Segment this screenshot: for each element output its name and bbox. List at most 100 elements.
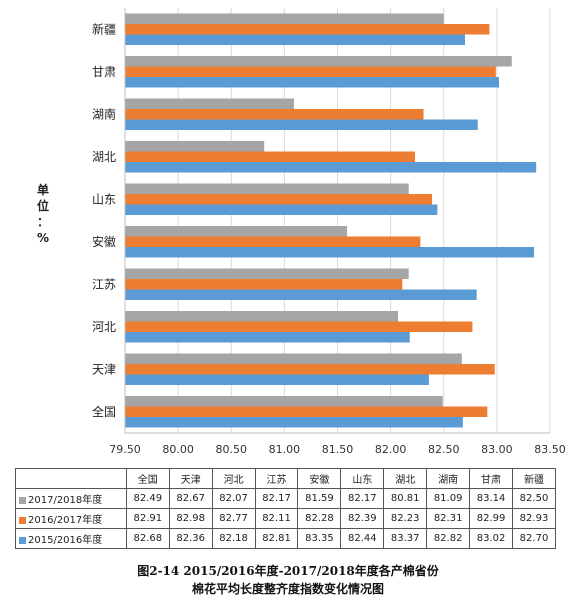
bar	[125, 194, 433, 205]
x-tick-label: 82.00	[375, 443, 407, 456]
legend-key-2017-2018	[19, 496, 26, 504]
table-cell: 82.31	[426, 508, 471, 529]
bar	[125, 34, 465, 45]
category-label: 安徽	[92, 234, 116, 249]
category-label: 山东	[92, 192, 116, 206]
table-cell: 82.91	[125, 508, 170, 529]
x-tick-label: 80.00	[162, 443, 194, 456]
bar	[125, 204, 438, 215]
table-cell: 83.37	[383, 528, 428, 549]
table-cell: 82.49	[125, 488, 170, 509]
caption-line-2: 棉花平均长度整齐度指数变化情况图	[191, 582, 384, 596]
table-cell: 82.70	[512, 528, 556, 549]
bar	[125, 311, 399, 322]
category-label: 甘肃	[92, 65, 116, 79]
x-tick-label: 82.50	[428, 443, 460, 456]
bar	[125, 406, 488, 417]
table-cell: 82.68	[125, 528, 170, 549]
table-cell: 83.02	[469, 528, 513, 549]
bar	[125, 119, 478, 130]
x-tick-label: 79.50	[109, 443, 141, 456]
bar	[125, 396, 443, 407]
legend-key-2016-2017	[19, 516, 26, 524]
table-cell: 82.17	[340, 488, 385, 509]
table-column-header: 湖北	[383, 468, 428, 489]
bar	[125, 141, 265, 152]
table-cell: 82.23	[383, 508, 428, 529]
table-cell: 82.07	[211, 488, 256, 509]
x-tick-label: 81.50	[322, 443, 354, 456]
bar	[125, 56, 512, 67]
table-cell: 80.81	[383, 488, 428, 509]
y-axis-label-char: 单	[36, 183, 49, 197]
category-label: 全国	[92, 404, 116, 419]
category-label: 湖北	[92, 149, 116, 164]
table-cell: 82.44	[340, 528, 385, 549]
category-label: 湖南	[92, 106, 116, 121]
table-column-header: 湖南	[426, 468, 471, 489]
table-column-header: 安徽	[297, 468, 342, 489]
y-axis-label: 单 位 ： %	[34, 182, 52, 246]
table-cell: 82.17	[254, 488, 299, 509]
bar	[125, 13, 444, 24]
table-cell: 83.35	[297, 528, 342, 549]
legend-label: 2015/2016年度	[28, 535, 103, 546]
legend-label: 2016/2017年度	[28, 515, 103, 526]
table-row: 2015/2016年度 82.68 82.36 82.18 82.81 83.3…	[15, 528, 556, 549]
bar	[125, 162, 537, 173]
table-corner-cell	[15, 468, 127, 489]
bar	[125, 226, 348, 237]
table-cell: 82.67	[168, 488, 213, 509]
table-cell: 82.11	[254, 508, 299, 529]
table-cell: 82.28	[297, 508, 342, 529]
table-row: 2017/2018年度 82.49 82.67 82.07 82.17 81.5…	[15, 488, 556, 509]
y-axis-label-char: %	[36, 231, 50, 245]
table-cell: 81.09	[426, 488, 471, 509]
table-row-header: 2017/2018年度	[15, 488, 127, 509]
table-row-header: 2015/2016年度	[15, 528, 127, 549]
bar	[125, 236, 421, 247]
bar	[125, 353, 462, 364]
table-cell: 82.81	[254, 528, 299, 549]
table-cell: 83.14	[469, 488, 513, 509]
bar	[125, 332, 410, 343]
table-row: 2016/2017年度 82.91 82.98 82.77 82.11 82.2…	[15, 508, 556, 529]
table-cell: 82.82	[426, 528, 471, 549]
table-column-header: 甘肃	[469, 468, 513, 489]
bar	[125, 151, 416, 162]
bar	[125, 77, 499, 88]
table-column-header: 河北	[211, 468, 256, 489]
bar	[125, 66, 496, 77]
x-tick-label: 83.50	[534, 443, 566, 456]
bar	[125, 24, 490, 35]
bar	[125, 279, 403, 290]
legend-key-2015-2016	[19, 536, 26, 544]
bar-chart: 全国 天津 河北 江苏 安徽 山东 湖北 湖南 甘肃 新疆 79.50 80.00 80.50 81.00…	[92, 8, 566, 456]
y-axis-label-char: 位	[36, 199, 49, 213]
category-label: 天津	[92, 362, 116, 376]
table-cell: 82.98	[168, 508, 213, 529]
x-tick-label: 83.00	[481, 443, 513, 456]
bar	[125, 321, 473, 332]
bar	[125, 247, 535, 258]
category-label: 新疆	[92, 21, 116, 36]
bar	[125, 417, 463, 428]
table-cell: 82.18	[211, 528, 256, 549]
table-cell: 82.93	[512, 508, 556, 529]
y-axis-label-char: ：	[36, 215, 49, 229]
table-column-header: 新疆	[512, 468, 556, 489]
table-cell: 82.50	[512, 488, 556, 509]
bar	[125, 364, 495, 375]
table-cell: 82.77	[211, 508, 256, 529]
x-tick-label: 80.50	[216, 443, 248, 456]
category-label: 江苏	[92, 277, 116, 291]
bar	[125, 109, 424, 120]
legend-label: 2017/2018年度	[28, 495, 103, 506]
table-cell: 82.39	[340, 508, 385, 529]
table-header-row: 全国 天津 河北 江苏 安徽 山东 湖北 湖南 甘肃 新疆	[15, 468, 556, 489]
table-cell: 81.59	[297, 488, 342, 509]
table-row-header: 2016/2017年度	[15, 508, 127, 529]
x-tick-label: 81.00	[269, 443, 301, 456]
bar	[125, 183, 409, 194]
table-column-header: 全国	[125, 468, 170, 489]
